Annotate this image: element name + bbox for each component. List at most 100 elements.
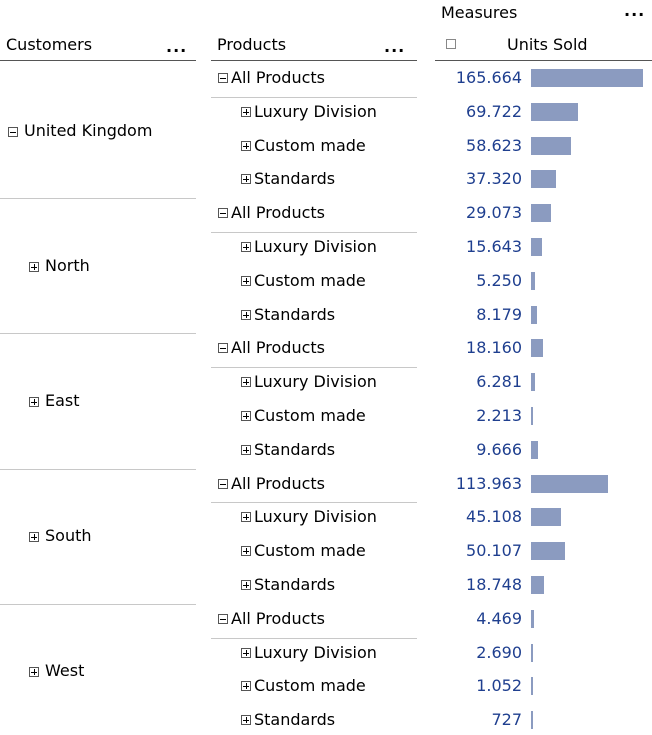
product-label[interactable]: Standards (254, 304, 336, 324)
units-sold-bar (531, 373, 535, 392)
product-label[interactable]: Standards (254, 710, 336, 730)
product-label[interactable]: Standards (254, 575, 336, 594)
expand-icon[interactable] (241, 242, 251, 252)
product-label[interactable]: All Products (231, 68, 326, 87)
product-label[interactable]: Luxury Division (254, 372, 377, 392)
product-label[interactable]: All Products (231, 608, 326, 628)
units-sold-value: 18.748 (466, 575, 522, 594)
units-sold-value: 8.179 (476, 304, 522, 324)
expand-icon[interactable] (241, 546, 251, 557)
product-label[interactable]: Standards (254, 439, 336, 459)
product-label[interactable]: Custom made (254, 270, 366, 290)
units-sold-value: 6.281 (476, 372, 522, 392)
units-sold-bar (531, 170, 556, 189)
collapse-icon[interactable] (8, 126, 18, 137)
expand-icon[interactable] (241, 647, 251, 658)
group-divider (0, 198, 196, 200)
units-sold-value: 165.664 (455, 68, 522, 87)
units-sold-bar (531, 440, 538, 459)
units-sold-value: 113.963 (455, 473, 522, 493)
units-sold-bar (531, 643, 533, 662)
units-sold-value: 15.643 (466, 237, 522, 256)
customers-menu-button[interactable]: ... (166, 37, 188, 56)
units-sold-bar (531, 271, 535, 290)
units-sold-bar (531, 474, 608, 493)
expand-icon[interactable] (241, 512, 251, 523)
expand-icon[interactable] (29, 397, 39, 407)
product-label[interactable]: Custom made (254, 406, 366, 425)
units-sold-value: 727 (491, 710, 522, 730)
units-sold-header[interactable]: Units Sold (507, 35, 588, 54)
units-sold-value: 2.690 (476, 642, 522, 662)
all-products-divider (211, 232, 417, 233)
units-sold-value: 29.073 (466, 203, 522, 223)
collapse-icon[interactable] (218, 343, 228, 354)
product-label[interactable]: All Products (231, 203, 326, 223)
product-label[interactable]: All Products (231, 473, 326, 493)
units-sold-value: 37.320 (466, 169, 522, 189)
units-sold-value: 9.666 (476, 439, 522, 459)
units-sold-value: 4.469 (476, 608, 522, 628)
product-label[interactable]: All Products (231, 338, 326, 358)
expand-icon[interactable] (241, 140, 251, 151)
product-label[interactable]: Custom made (254, 135, 366, 155)
units-sold-bar (531, 508, 561, 527)
expand-icon[interactable] (241, 715, 251, 726)
product-label[interactable]: Custom made (254, 541, 366, 561)
product-label[interactable]: Luxury Division (254, 101, 377, 121)
collapse-icon[interactable] (218, 613, 228, 624)
units-sold-value: 58.623 (466, 135, 522, 155)
units-sold-bar (531, 609, 534, 628)
units-sold-bar (531, 204, 551, 223)
expand-icon[interactable] (241, 580, 251, 590)
expand-icon[interactable] (29, 261, 39, 272)
product-label[interactable]: Luxury Division (254, 642, 377, 662)
units-sold-bar (531, 407, 533, 425)
all-products-divider (211, 367, 417, 369)
units-sold-value: 5.250 (476, 270, 522, 290)
units-sold-bar (531, 102, 578, 121)
expand-icon[interactable] (29, 667, 39, 678)
customer-label[interactable]: North (45, 255, 90, 275)
products-menu-button[interactable]: ... (384, 37, 406, 56)
units-sold-bar (531, 136, 571, 155)
expand-icon[interactable] (241, 106, 251, 117)
units-sold-value: 2.213 (476, 406, 522, 425)
units-sold-bar (531, 305, 537, 324)
collapse-icon[interactable] (218, 208, 228, 219)
customers-header[interactable]: Customers (6, 35, 93, 54)
units-sold-value: 45.108 (466, 507, 522, 527)
all-products-divider (211, 637, 417, 639)
collapse-icon[interactable] (218, 478, 228, 489)
collapse-icon[interactable] (218, 73, 228, 83)
units-sold-bar (531, 576, 544, 594)
measures-header[interactable]: Measures (441, 3, 518, 22)
all-products-divider (211, 96, 417, 98)
expand-icon[interactable] (241, 174, 251, 185)
expand-icon[interactable] (241, 411, 251, 421)
expand-icon[interactable] (241, 444, 251, 455)
units-sold-bar (531, 238, 542, 256)
expand-icon[interactable] (241, 681, 251, 692)
units-sold-bar (531, 339, 543, 358)
customer-label[interactable]: United Kingdom (24, 120, 153, 140)
expand-icon[interactable] (241, 309, 251, 320)
product-label[interactable]: Standards (254, 169, 336, 189)
customer-label[interactable]: West (45, 661, 85, 681)
units-sold-value: 18.160 (466, 338, 522, 358)
product-label[interactable]: Luxury Division (254, 237, 377, 256)
product-label[interactable]: Luxury Division (254, 507, 377, 527)
customer-label[interactable]: South (45, 526, 92, 546)
expand-icon[interactable] (241, 377, 251, 388)
units-sold-bar (531, 542, 565, 561)
units-sold-value: 50.107 (466, 541, 522, 561)
header-divider-customers (0, 60, 196, 61)
expand-icon[interactable] (241, 275, 251, 286)
product-label[interactable]: Custom made (254, 676, 366, 696)
toggle-measure-icon[interactable] (446, 39, 456, 49)
units-sold-bar (531, 677, 533, 696)
expand-icon[interactable] (29, 532, 39, 543)
measures-menu-button[interactable]: ... (624, 1, 646, 20)
products-header[interactable]: Products (217, 35, 287, 54)
customer-label[interactable]: East (45, 391, 80, 410)
